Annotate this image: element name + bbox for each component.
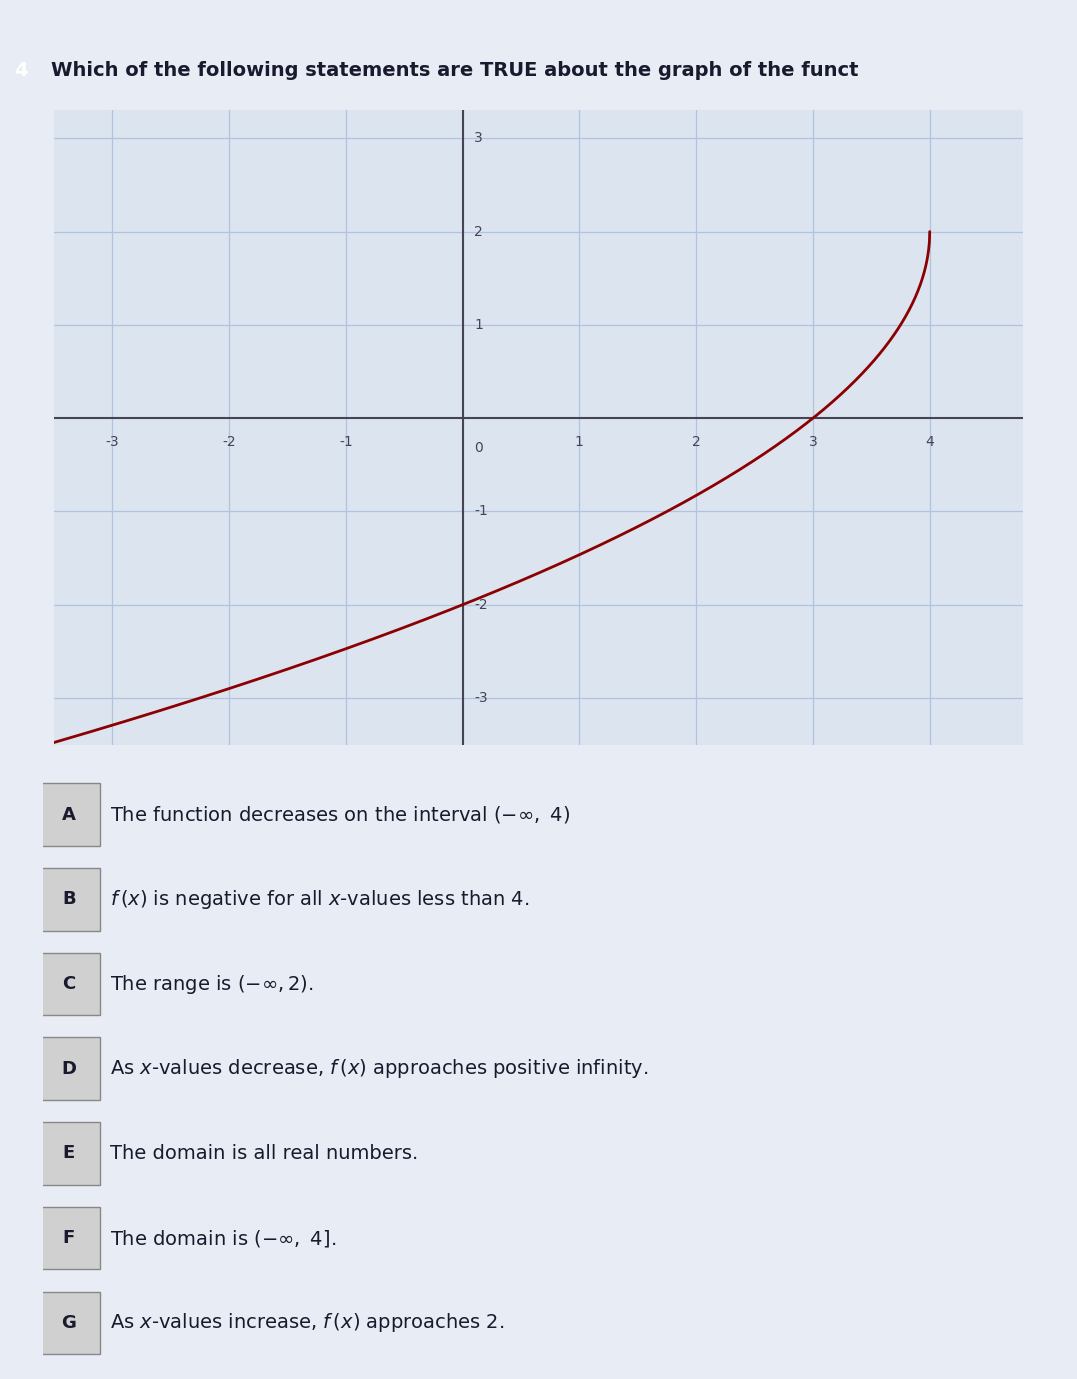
Text: -2: -2 xyxy=(474,597,488,612)
Text: The range is $(-\infty, 2)$.: The range is $(-\infty, 2)$. xyxy=(111,972,313,996)
Text: -2: -2 xyxy=(222,434,236,450)
Text: The domain is $(-\infty,\ 4]$.: The domain is $(-\infty,\ 4]$. xyxy=(111,1227,337,1248)
FancyBboxPatch shape xyxy=(38,1207,99,1270)
Text: 2: 2 xyxy=(474,225,482,239)
FancyBboxPatch shape xyxy=(38,1292,99,1354)
FancyBboxPatch shape xyxy=(38,1123,99,1185)
Text: The domain is all real numbers.: The domain is all real numbers. xyxy=(111,1145,419,1162)
Text: As $x$-values increase, $f\,(x)$ approaches 2.: As $x$-values increase, $f\,(x)$ approac… xyxy=(111,1311,505,1335)
Text: -1: -1 xyxy=(339,434,352,450)
Text: -1: -1 xyxy=(474,505,488,519)
Text: Which of the following statements are TRUE about the graph of the funct: Which of the following statements are TR… xyxy=(52,61,858,80)
Text: B: B xyxy=(62,891,75,909)
Text: E: E xyxy=(62,1145,75,1162)
Text: 1: 1 xyxy=(575,434,584,450)
FancyBboxPatch shape xyxy=(38,953,99,1015)
Text: 3: 3 xyxy=(809,434,817,450)
Text: D: D xyxy=(61,1059,76,1078)
FancyBboxPatch shape xyxy=(38,783,99,845)
Text: As $x$-values decrease, $f\,(x)$ approaches positive infinity.: As $x$-values decrease, $f\,(x)$ approac… xyxy=(111,1058,648,1080)
Text: F: F xyxy=(62,1229,75,1247)
Text: -3: -3 xyxy=(106,434,120,450)
Text: 0: 0 xyxy=(474,441,482,455)
Text: 2: 2 xyxy=(691,434,700,450)
Text: G: G xyxy=(61,1314,76,1332)
Text: -3: -3 xyxy=(474,691,488,705)
Text: 4: 4 xyxy=(14,61,27,80)
FancyBboxPatch shape xyxy=(38,867,99,931)
Text: 3: 3 xyxy=(474,131,482,145)
Text: C: C xyxy=(62,975,75,993)
FancyBboxPatch shape xyxy=(38,1037,99,1100)
Text: The function decreases on the interval $(-\infty,\ 4)$: The function decreases on the interval $… xyxy=(111,804,571,825)
Text: $f\,(x)$ is negative for all $x$-values less than 4.: $f\,(x)$ is negative for all $x$-values … xyxy=(111,888,530,910)
Text: 1: 1 xyxy=(474,319,484,332)
Text: 4: 4 xyxy=(925,434,934,450)
Text: A: A xyxy=(61,805,75,823)
